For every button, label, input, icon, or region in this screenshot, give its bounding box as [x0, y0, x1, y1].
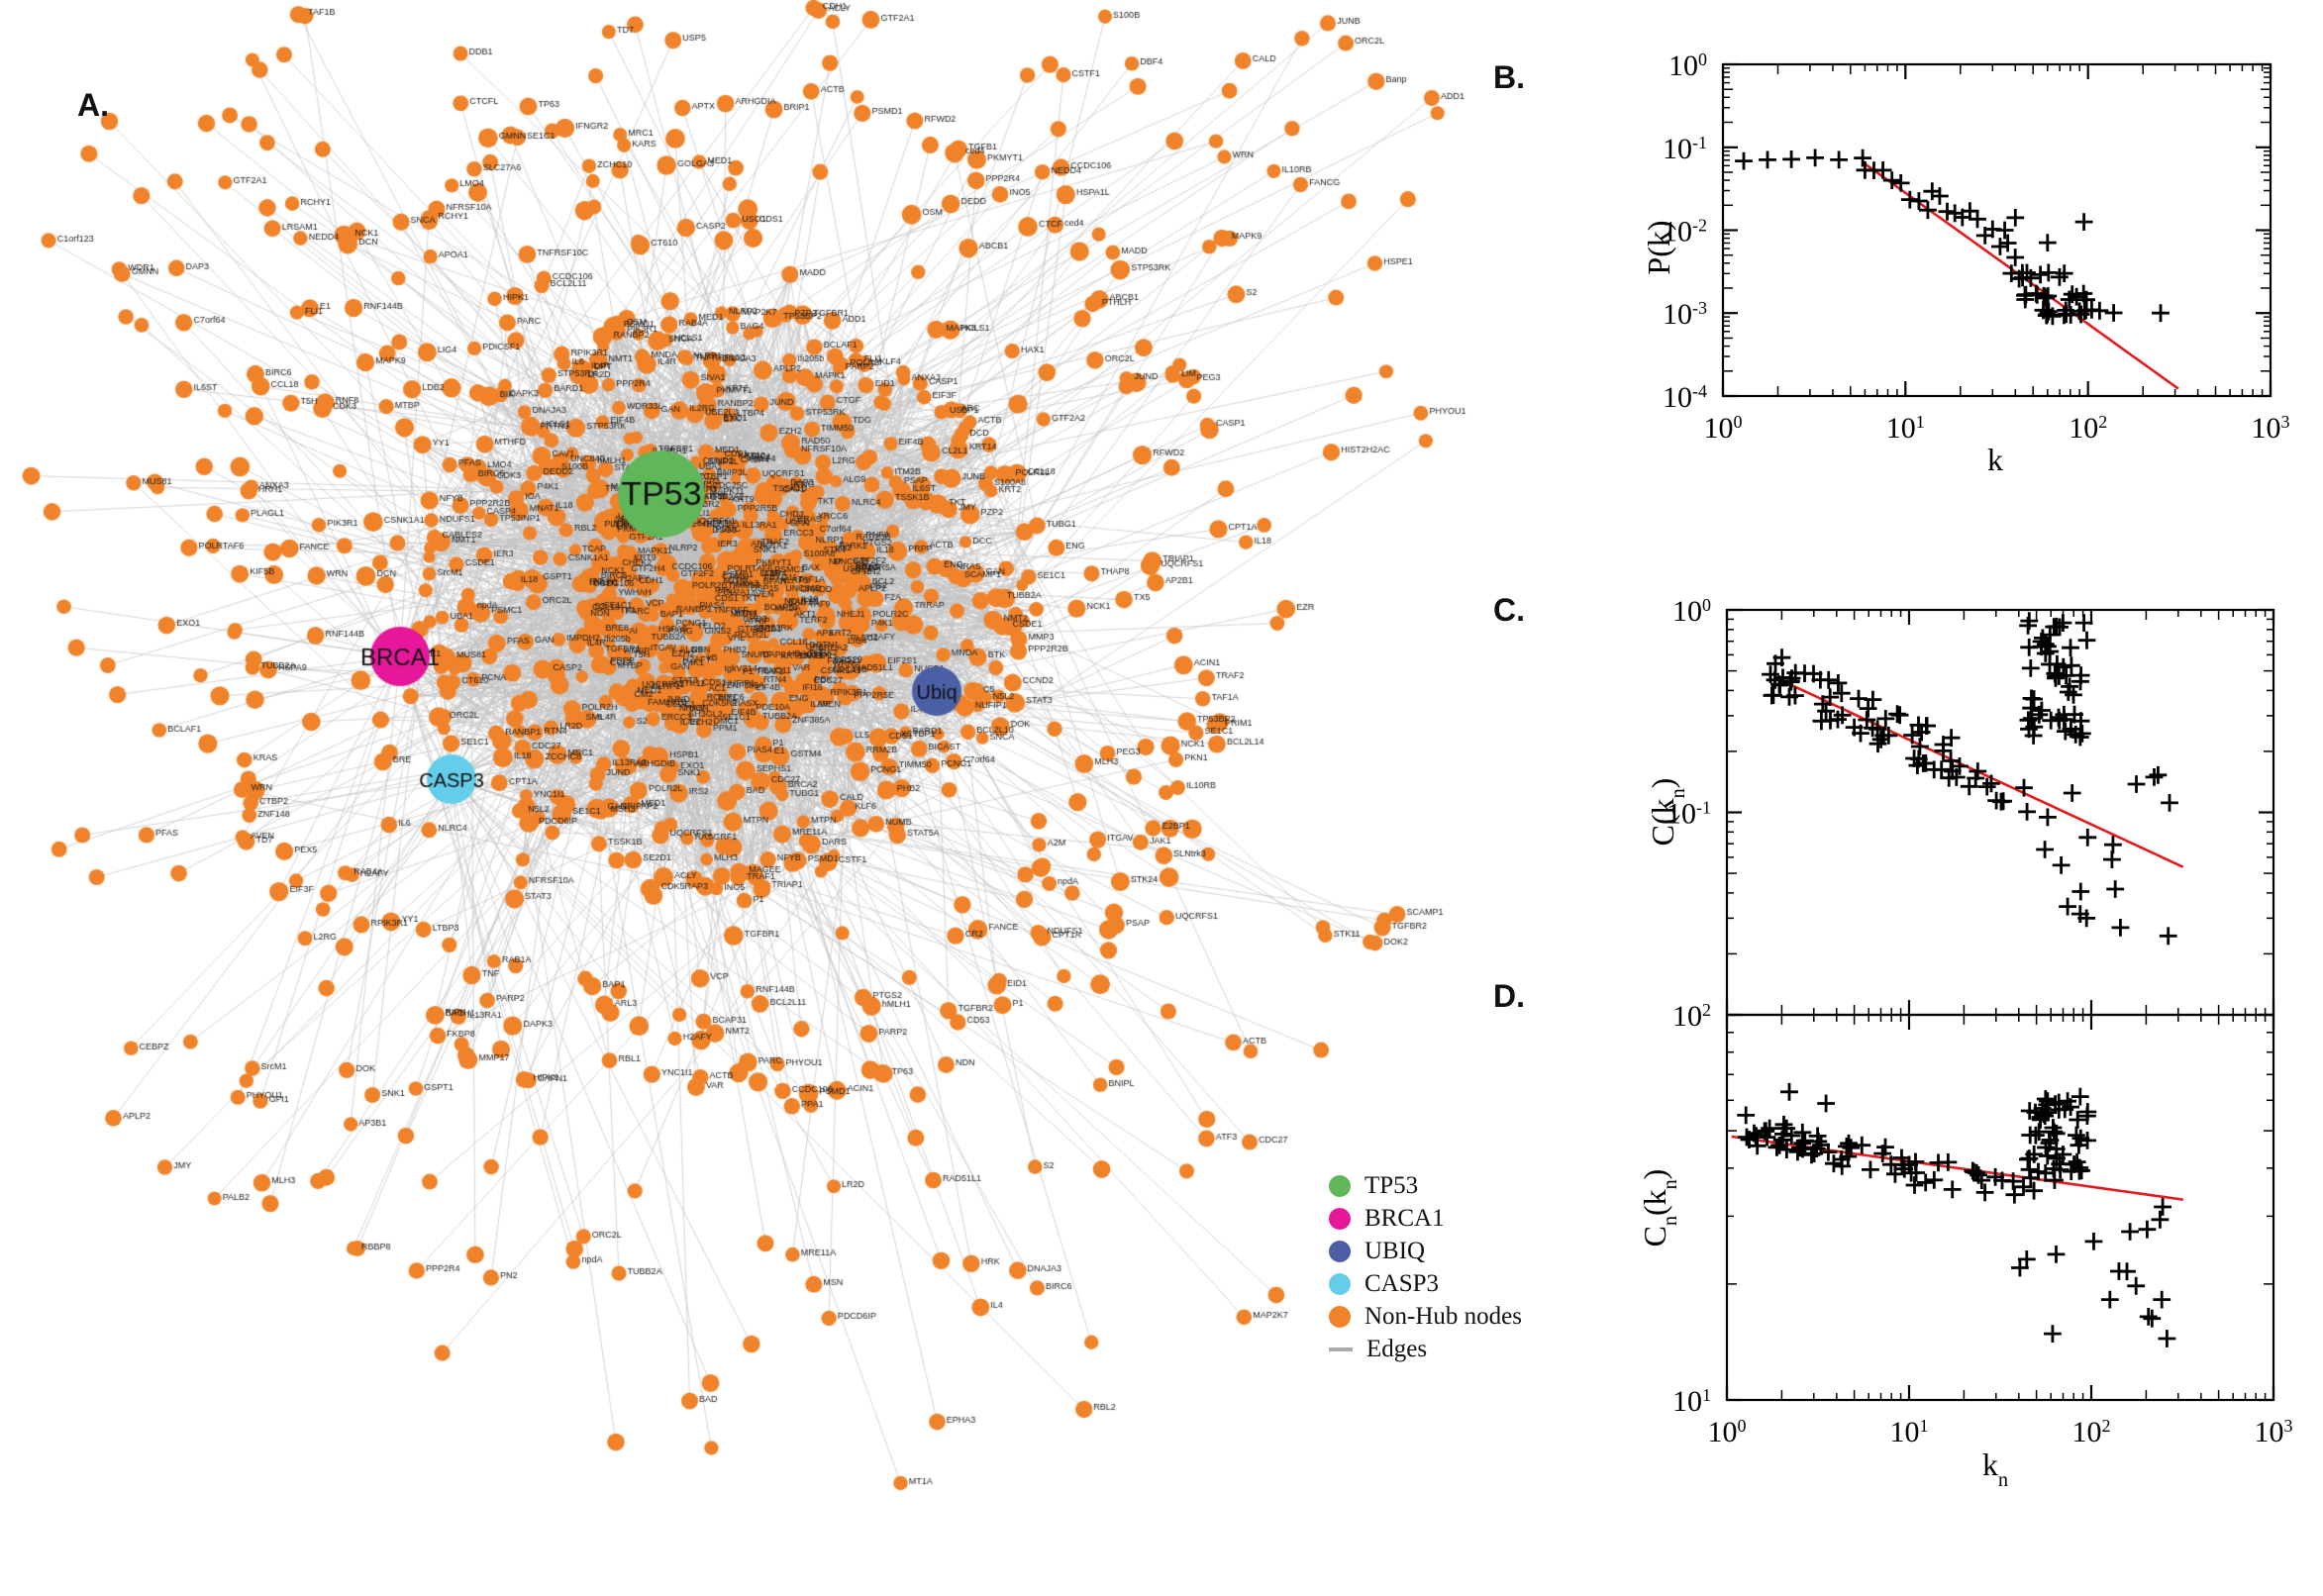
- svg-text:100: 100: [1704, 412, 1743, 445]
- svg-text:102: 102: [2072, 1416, 2111, 1448]
- svg-text:100: 100: [1708, 1416, 1747, 1448]
- svg-text:102: 102: [1672, 1000, 1711, 1033]
- svg-text:101: 101: [1672, 1385, 1711, 1418]
- svg-text:P(k): P(k): [1641, 220, 1676, 274]
- svg-text:101: 101: [1886, 412, 1925, 445]
- svg-text:103: 103: [2252, 412, 2290, 445]
- svg-text:10-1: 10-1: [1663, 133, 1707, 165]
- svg-text:10-4: 10-4: [1663, 381, 1707, 414]
- svg-text:100: 100: [1668, 50, 1707, 82]
- svg-text:10-3: 10-3: [1663, 298, 1707, 331]
- svg-text:102: 102: [2069, 412, 2107, 445]
- svg-text:k: k: [1987, 442, 2003, 477]
- svg-text:Cn(kn): Cn(kn): [1637, 1169, 1681, 1247]
- svg-text:101: 101: [1890, 1416, 1929, 1448]
- svg-text:103: 103: [2255, 1416, 2293, 1448]
- svg-text:100: 100: [1672, 595, 1711, 628]
- svg-text:kn: kn: [1982, 1446, 2008, 1491]
